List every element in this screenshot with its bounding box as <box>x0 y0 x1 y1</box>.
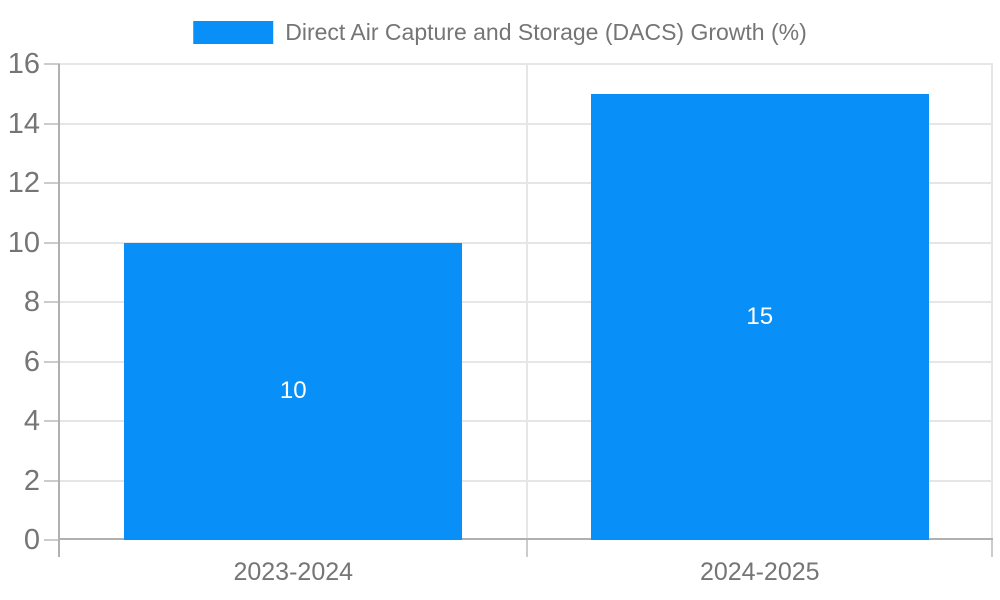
y-tick-mark <box>44 360 60 363</box>
gridline-vertical-right <box>991 64 993 540</box>
y-tick-label: 4 <box>23 405 40 437</box>
y-tick-label: 14 <box>7 107 40 140</box>
y-tick-mark <box>44 241 60 244</box>
y-tick-mark <box>44 63 60 65</box>
legend-swatch <box>193 21 274 44</box>
y-tick-label: 0 <box>23 524 40 556</box>
bar-value-label: 15 <box>746 302 774 330</box>
y-tick-label: 16 <box>7 48 40 80</box>
x-axis-line <box>60 538 993 540</box>
y-tick-mark <box>44 539 60 541</box>
bar-2023-2024[interactable] <box>124 242 463 540</box>
x-boundary-tick <box>525 540 528 557</box>
y-tick-mark <box>44 479 60 482</box>
y-tick-label: 2 <box>23 464 40 497</box>
y-tick-mark <box>44 420 60 422</box>
y-tick-label: 12 <box>7 167 40 199</box>
gridline-vertical-mid <box>525 64 528 540</box>
x-category-label: 2023-2024 <box>233 558 354 586</box>
y-tick-mark <box>44 182 60 184</box>
bar-2024-2025[interactable] <box>590 93 929 540</box>
legend-label: Direct Air Capture and Storage (DACS) Gr… <box>285 19 807 45</box>
x-category-label: 2024-2025 <box>699 558 820 586</box>
y-tick-label: 6 <box>23 345 40 378</box>
y-tick-mark <box>44 122 60 125</box>
y-axis-line <box>58 64 60 557</box>
y-tick-label: 10 <box>7 226 40 259</box>
x-boundary-tick <box>991 540 993 557</box>
y-tick-mark <box>44 301 60 303</box>
chart-legend[interactable]: Direct Air Capture and Storage (DACS) Gr… <box>193 19 807 46</box>
y-tick-label: 8 <box>23 286 40 318</box>
bar-value-label: 10 <box>279 377 307 405</box>
